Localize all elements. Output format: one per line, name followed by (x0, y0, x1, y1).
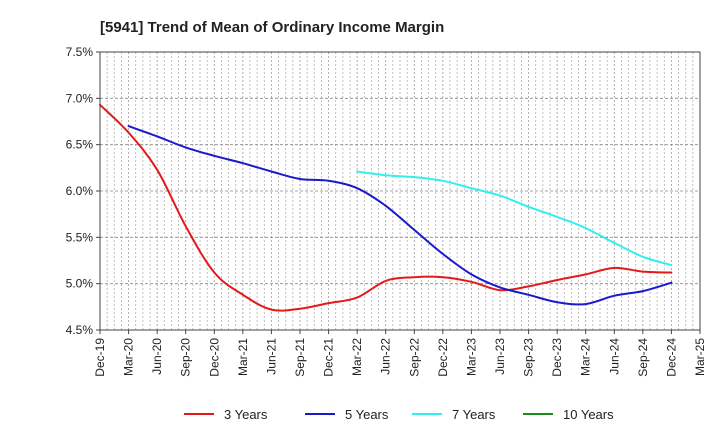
x-tick-label: Sep-20 (179, 338, 193, 377)
x-tick-label: Mar-22 (350, 338, 364, 376)
legend-label: 3 Years (224, 407, 268, 422)
y-tick-label: 5.5% (66, 230, 94, 244)
x-tick-label: Dec-19 (93, 338, 107, 377)
x-tick-label: Dec-24 (664, 338, 678, 377)
grid-layer (100, 52, 700, 330)
series-line (99, 103, 673, 312)
x-tick-label: Jun-20 (150, 338, 164, 375)
x-tick-label: Jun-23 (493, 338, 507, 375)
series-layer (99, 103, 673, 312)
y-tick-label: 6.5% (66, 138, 94, 152)
legend-label: 5 Years (345, 407, 389, 422)
x-tick-label: Sep-24 (636, 338, 650, 377)
legend-label: 10 Years (563, 407, 614, 422)
x-tick-label: Mar-24 (579, 338, 593, 376)
y-tick-label: 7.5% (66, 45, 94, 59)
y-tick-label: 7.0% (66, 91, 94, 105)
x-tick-label: Sep-23 (522, 338, 536, 377)
x-tick-label: Dec-20 (207, 338, 221, 377)
x-tick-label: Jun-24 (607, 338, 621, 375)
series-line (356, 170, 673, 267)
legend: 3 Years 5 Years 7 Years 10 Years (184, 407, 614, 422)
x-tick-label: Jun-21 (264, 338, 278, 375)
series-line (127, 125, 673, 306)
x-tick-label: Dec-22 (436, 338, 450, 377)
y-tick-label: 5.0% (66, 277, 94, 291)
x-tick-label: Sep-21 (293, 338, 307, 377)
x-tick-label: Mar-25 (693, 338, 707, 376)
y-tick-label: 4.5% (66, 323, 94, 337)
x-tick-label: Mar-21 (236, 338, 250, 376)
x-tick-label: Mar-23 (464, 338, 478, 376)
y-axis-ticks: 4.5% 5.0% 5.5% 6.0% 6.5% 7.0% 7.5% (66, 45, 100, 337)
chart-title: [5941] Trend of Mean of Ordinary Income … (100, 19, 444, 36)
x-tick-label: Dec-21 (322, 338, 336, 377)
x-tick-label: Jun-22 (379, 338, 393, 375)
x-tick-label: Dec-23 (550, 338, 564, 377)
x-tick-label: Mar-20 (122, 338, 136, 376)
x-axis-ticks: Dec-19 Mar-20 Jun-20 Sep-20 Dec-20 Mar-21 Jun-… (93, 330, 707, 377)
x-tick-label: Sep-22 (407, 338, 421, 377)
y-tick-label: 6.0% (66, 184, 94, 198)
legend-label: 7 Years (452, 407, 496, 422)
